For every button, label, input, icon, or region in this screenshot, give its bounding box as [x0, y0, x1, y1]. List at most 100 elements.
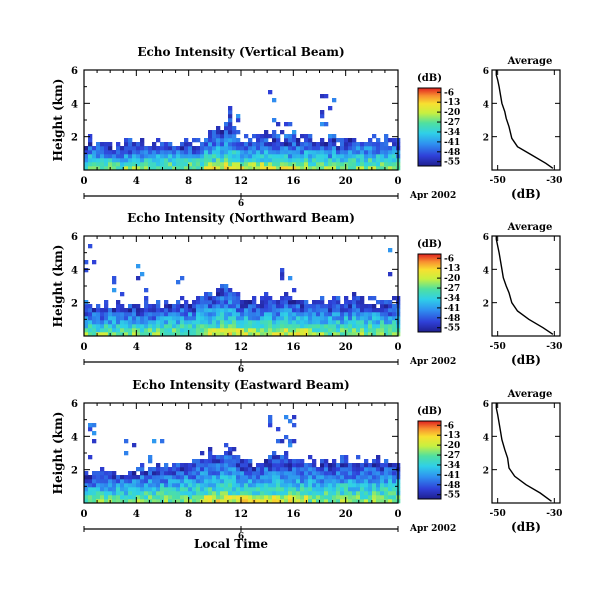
- heatmap-cell: [388, 154, 393, 159]
- heatmap-cell: [268, 158, 273, 163]
- heatmap-cell: [188, 467, 193, 472]
- heatmap-cell: [368, 487, 373, 492]
- heatmap-cell: [224, 308, 229, 313]
- heatmap-cell: [328, 146, 333, 151]
- heatmap-cell: [268, 467, 273, 472]
- heatmap-cell: [268, 495, 273, 500]
- heatmap-cell: [156, 483, 161, 488]
- heatmap-cell: [204, 296, 209, 301]
- heatmap-cell: [356, 471, 361, 476]
- heatmap-cell: [324, 332, 329, 337]
- heatmap-cell: [284, 475, 289, 480]
- heatmap-cell: [276, 328, 281, 333]
- heatmap-cell: [316, 499, 321, 504]
- colorbar-scale: [417, 87, 442, 167]
- heatmap-cell: [292, 316, 297, 321]
- heatmap-cell: [204, 166, 209, 171]
- heatmap-cell: [192, 166, 197, 171]
- heatmap-cell: [208, 479, 213, 484]
- heatmap-cell: [256, 166, 261, 171]
- heatmap-cell: [384, 483, 389, 488]
- heatmap-cell: [304, 467, 309, 472]
- heatmap-cell: [356, 491, 361, 496]
- heatmap-cell: [320, 483, 325, 488]
- heatmap-cell: [208, 142, 213, 147]
- heatmap-cell: [268, 463, 273, 468]
- heatmap-cell: [184, 475, 189, 480]
- heatmap-cell: [376, 483, 381, 488]
- heatmap-cell: [296, 471, 301, 476]
- heatmap-cell: [260, 324, 265, 329]
- heatmap-cell: [140, 316, 145, 321]
- heatmap-cell: [104, 146, 109, 151]
- heatmap-cell: [276, 324, 281, 329]
- heatmap-cell: [168, 328, 173, 333]
- colorbar-tick-label: -27: [444, 284, 460, 294]
- heatmap-cell: [192, 300, 197, 305]
- heatmap-cell: [200, 320, 205, 325]
- heatmap-cell: [200, 162, 205, 167]
- heatmap-cell: [388, 479, 393, 484]
- heatmap-cell: [204, 154, 209, 159]
- heatmap-cell: [116, 166, 121, 171]
- heatmap-cell: [348, 320, 353, 325]
- heatmap-cell: [116, 154, 121, 159]
- heatmap-cell: [224, 499, 229, 504]
- heatmap-cell: [324, 304, 329, 309]
- heatmap-cell: [208, 483, 213, 488]
- heatmap-cell: [372, 320, 377, 325]
- heatmap-cell: [136, 304, 141, 309]
- heatmap-cell: [196, 479, 201, 484]
- heatmap-cell: [364, 499, 369, 504]
- heatmap-cell: [204, 158, 209, 163]
- heatmap-cell: [336, 304, 341, 309]
- heatmap-cell: [220, 491, 225, 496]
- heatmap-cells: [84, 90, 401, 171]
- heatmap-cell: [128, 142, 133, 147]
- average-x-tick-label: -30: [546, 509, 562, 519]
- heatmap-cell: [208, 166, 213, 171]
- heatmap-cell: [220, 475, 225, 480]
- heatmap-cell: [252, 296, 257, 301]
- heatmap-cell: [328, 304, 333, 309]
- heatmap-cell: [372, 487, 377, 492]
- heatmap-cell: [152, 439, 157, 444]
- heatmap-cell: [132, 308, 137, 313]
- heatmap-cell: [324, 483, 329, 488]
- heatmap-cell: [268, 320, 273, 325]
- heatmap-cell: [332, 324, 337, 329]
- heatmap-cell: [356, 154, 361, 159]
- heatmap-cell: [352, 475, 357, 480]
- heatmap-cell: [312, 316, 317, 321]
- heatmap-cell: [84, 308, 89, 313]
- heatmap-cell: [356, 332, 361, 337]
- heatmap-cell: [284, 122, 289, 127]
- heatmap-cell: [312, 467, 317, 472]
- heatmap-cell: [92, 483, 97, 488]
- heatmap-cell: [108, 487, 113, 492]
- heatmap-cell: [340, 138, 345, 143]
- x-tick-label: 0: [81, 509, 88, 520]
- heatmap-cell: [180, 316, 185, 321]
- heatmap-cell: [264, 495, 269, 500]
- heatmap-cell: [292, 324, 297, 329]
- heatmap-cell: [200, 475, 205, 480]
- heatmap-cell: [368, 304, 373, 309]
- average-x-tick-label: -30: [546, 176, 562, 186]
- heatmap-cell: [164, 312, 169, 317]
- heatmap-cell: [372, 499, 377, 504]
- heatmap-cell: [144, 475, 149, 480]
- heatmap-cell: [84, 150, 89, 155]
- heatmap-cell: [148, 471, 153, 476]
- heatmap-cell: [208, 130, 213, 135]
- heatmap-cell: [320, 304, 325, 309]
- heatmap-cell: [84, 300, 89, 305]
- heatmap-cell: [212, 150, 217, 155]
- heatmap-cell: [132, 158, 137, 163]
- heatmap-cell: [248, 138, 253, 143]
- heatmap-cell: [368, 332, 373, 337]
- heatmap-cell: [368, 158, 373, 163]
- heatmap-cell: [344, 316, 349, 321]
- heatmap-cell: [364, 467, 369, 472]
- heatmap-cell: [328, 499, 333, 504]
